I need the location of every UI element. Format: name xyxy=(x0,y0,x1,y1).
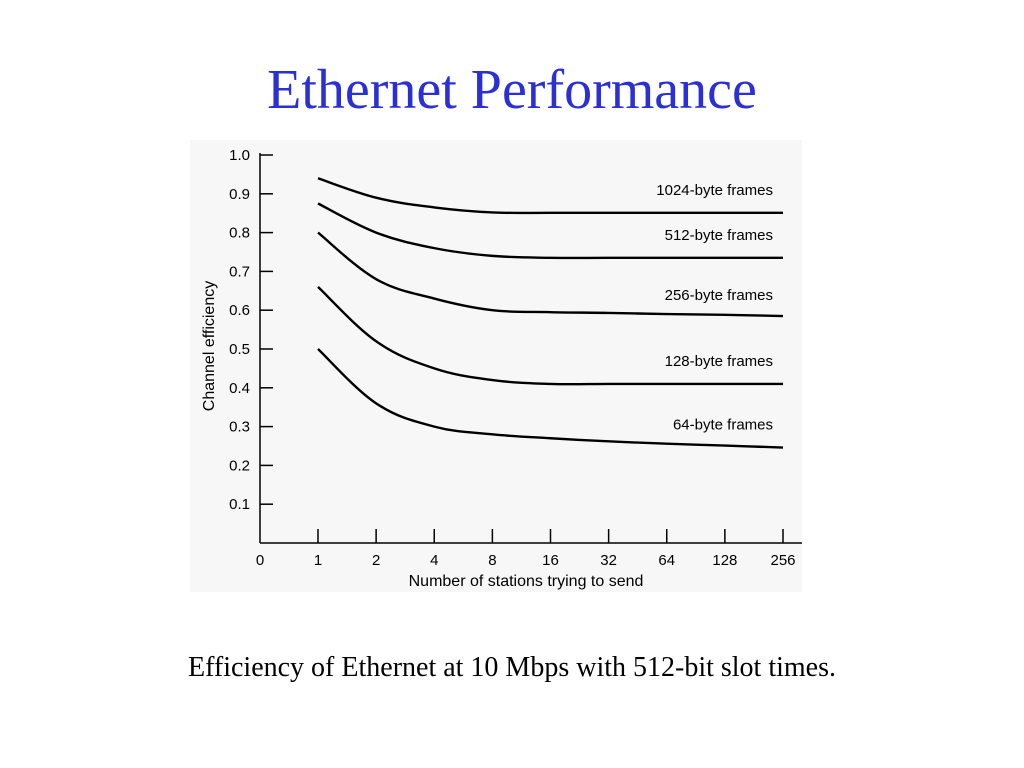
chart-labels: 1024-byte frames 512-byte frames 256-byte … xyxy=(656,182,773,434)
x-tick-label: 16 xyxy=(542,552,559,569)
y-tick-label: 0.6 xyxy=(229,302,250,319)
y-tick-label: 1.0 xyxy=(229,147,250,164)
series-line-1 xyxy=(317,177,783,215)
x-tick-label: 0 xyxy=(256,552,264,569)
chart-series xyxy=(317,177,784,449)
y-axis-label: Channel efficiency xyxy=(201,281,218,411)
y-tick-label: 0.9 xyxy=(229,186,250,203)
series-label-3: 256-byte frames xyxy=(665,287,773,304)
slide-title: Ethernet Performance xyxy=(267,59,757,121)
chart-axes xyxy=(259,153,802,544)
x-tick-label: 8 xyxy=(488,552,496,569)
y-tick-label: 0.4 xyxy=(229,380,250,397)
chart-ticks: 0.1 0.2 0.3 0.4 0.5 0.6 0.7 0.8 0.9 1.0 0 1 2 4 8 16 32 6… xyxy=(229,147,795,569)
x-tick-label: 32 xyxy=(600,552,617,569)
series-label-4: 128-byte frames xyxy=(665,353,773,370)
y-tick-label: 0.5 xyxy=(229,341,250,358)
series-label-1: 1024-byte frames xyxy=(656,182,773,199)
y-tick-label: 0.3 xyxy=(229,419,250,436)
x-tick-label: 64 xyxy=(658,552,675,569)
x-tick-label: 4 xyxy=(430,552,438,569)
y-tick-label: 0.1 xyxy=(229,496,250,513)
y-tick-label: 0.7 xyxy=(229,263,250,280)
series-line-3 xyxy=(317,231,784,318)
series-line-4 xyxy=(317,286,783,386)
chart-area: 0.1 0.2 0.3 0.4 0.5 0.6 0.7 0.8 0.9 1.0 0 1 2 4 8 16 32 6… xyxy=(190,140,802,592)
y-tick-label: 0.2 xyxy=(229,457,250,474)
x-axis-label: Number of stations trying to send xyxy=(409,573,644,590)
efficiency-chart: 0.1 0.2 0.3 0.4 0.5 0.6 0.7 0.8 0.9 1.0 0 1 2 4 8 16 32 6… xyxy=(201,147,802,590)
x-tick-label: 2 xyxy=(372,552,380,569)
series-line-2 xyxy=(317,202,783,260)
slide-caption: Efficiency of Ethernet at 10 Mbps with 5… xyxy=(187,652,837,683)
x-tick-label: 128 xyxy=(712,552,737,569)
series-line-5 xyxy=(317,348,784,449)
x-tick-label: 256 xyxy=(770,552,795,569)
series-label-5: 64-byte frames xyxy=(673,417,773,434)
series-label-2: 512-byte frames xyxy=(665,227,773,244)
x-tick-label: 1 xyxy=(314,552,322,569)
y-tick-label: 0.8 xyxy=(229,225,250,242)
